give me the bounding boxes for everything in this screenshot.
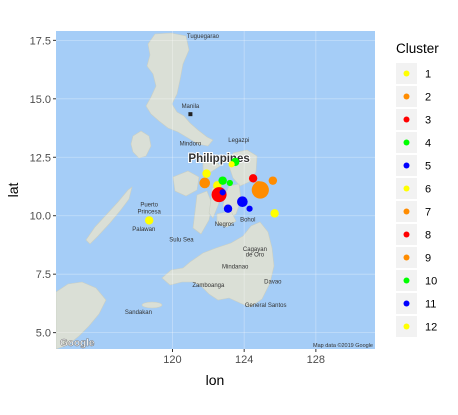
x-axis-title: lon xyxy=(206,372,225,388)
map-label: Puerto xyxy=(140,202,158,208)
data-point-cluster-6 xyxy=(202,169,211,178)
legend-swatch xyxy=(403,93,410,100)
data-point-cluster-4 xyxy=(218,176,227,185)
legend-swatch xyxy=(403,70,410,77)
manila-marker xyxy=(188,112,193,117)
legend-label: 6 xyxy=(425,184,431,196)
map-label: Philippines xyxy=(188,153,249,165)
legend-label: 10 xyxy=(425,276,437,288)
data-point-cluster-8 xyxy=(248,174,258,183)
y-tick-label: 17.5 xyxy=(30,35,51,47)
panay-island xyxy=(172,170,200,197)
x-axis: 120 124 128 xyxy=(163,349,325,366)
data-point-cluster-11 xyxy=(246,205,253,212)
legend-swatch xyxy=(403,300,410,307)
map-attribution: Map data ©2019 Google xyxy=(313,342,373,349)
legend-label: 9 xyxy=(425,253,431,265)
data-point-cluster-1 xyxy=(144,216,154,225)
map-panel: TuguegaraoManilaMindoroLegazpiMasbatePhi… xyxy=(56,31,375,349)
legend-label: 7 xyxy=(425,207,431,219)
legend-swatch xyxy=(403,208,410,215)
data-point-cluster-2 xyxy=(268,176,278,185)
y-tick-label: 10.0 xyxy=(30,211,51,223)
map-label: Sandakan xyxy=(125,310,152,316)
legend-swatch xyxy=(403,139,410,146)
legend-swatch xyxy=(403,254,410,261)
negros-island xyxy=(192,190,213,235)
borneo-island xyxy=(56,281,107,349)
legend-swatch xyxy=(403,162,410,169)
y-tick-label: 5.0 xyxy=(36,328,51,340)
map-label: de Oro xyxy=(246,253,265,259)
y-axis-title: lat xyxy=(5,183,21,198)
legend-swatch xyxy=(403,116,410,123)
legend-swatch xyxy=(403,323,410,330)
y-axis: 5.0 7.5 10.0 12.5 15.0 17.5 xyxy=(30,35,56,340)
map-label: Palawan xyxy=(132,227,155,233)
legend-swatch xyxy=(403,231,410,238)
map-label: Tuguegarao xyxy=(187,34,220,40)
mindanao-island xyxy=(161,221,275,308)
masbate-island xyxy=(202,158,221,173)
map-label: Sulu Sea xyxy=(169,237,194,243)
data-point-cluster-5 xyxy=(237,196,248,207)
data-point-cluster-5 xyxy=(223,204,233,213)
map-label: General Santos xyxy=(245,303,287,309)
palawan-island xyxy=(85,186,133,245)
legend-title: Cluster xyxy=(396,41,439,56)
legend-label: 5 xyxy=(425,161,431,173)
map-provider-logo: Google xyxy=(60,338,95,349)
map-label: Legazpi xyxy=(228,138,249,144)
data-point-cluster-12 xyxy=(228,161,235,168)
map-label: Bohol xyxy=(240,218,255,224)
map-label: Zamboanga xyxy=(192,283,225,289)
map-label: Negros xyxy=(215,222,234,228)
legend-label: 3 xyxy=(425,115,431,127)
data-point-cluster-2 xyxy=(199,177,211,189)
data-points xyxy=(144,157,279,225)
grid-lines xyxy=(56,31,375,349)
sulu-islands xyxy=(141,301,163,309)
data-point-cluster-6 xyxy=(270,209,279,218)
legend-label: 11 xyxy=(425,299,436,311)
legend-label: 2 xyxy=(425,92,431,104)
legend-label: 1 xyxy=(425,69,431,81)
legend-swatch xyxy=(403,185,410,192)
map-label: Princesa xyxy=(138,209,162,215)
legend-label: 12 xyxy=(425,322,437,334)
legend-label: 4 xyxy=(425,138,431,150)
map-label: Mindoro xyxy=(180,142,202,148)
y-tick-label: 7.5 xyxy=(36,269,51,281)
x-tick-label: 120 xyxy=(163,354,181,366)
x-tick-label: 124 xyxy=(235,354,253,366)
y-tick-label: 12.5 xyxy=(30,152,51,164)
data-point-cluster-9 xyxy=(254,181,263,190)
y-tick-label: 15.0 xyxy=(30,94,51,106)
legend-label: 8 xyxy=(425,230,431,242)
data-point-cluster-11 xyxy=(219,189,226,196)
map-label: Mindanao xyxy=(222,264,249,270)
luzon-island xyxy=(145,32,214,147)
legend-swatch xyxy=(403,277,410,284)
map-label: Davao xyxy=(264,280,282,286)
mindoro-island xyxy=(130,130,152,159)
data-point-cluster-10 xyxy=(226,179,233,187)
map-label: Manila xyxy=(182,104,200,110)
x-tick-label: 128 xyxy=(307,354,325,366)
map-label: Cagayan xyxy=(243,247,267,253)
